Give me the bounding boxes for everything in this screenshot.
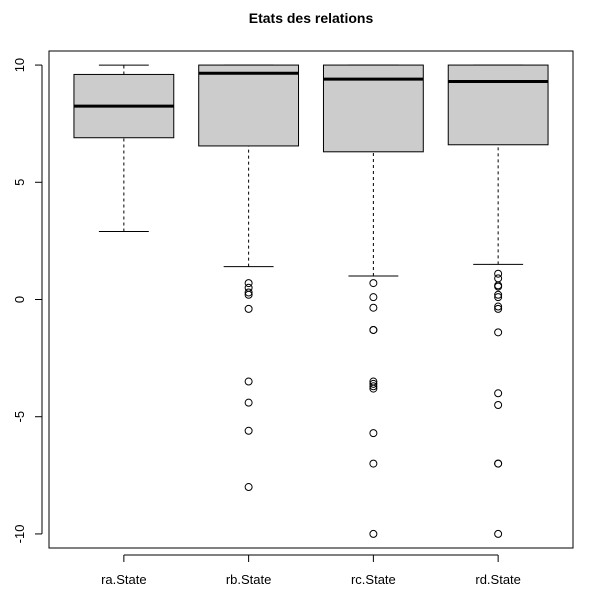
box-rd.State [448,65,548,537]
box-rb.State [199,65,299,490]
y-tick-label: -5 [12,411,27,423]
outlier-point [495,530,502,537]
x-tick-label: rd.State [475,572,521,587]
outlier-point [370,326,377,333]
iqr-box [448,65,548,145]
boxes [74,65,548,537]
y-tick-label: 10 [12,58,27,72]
outlier-point [245,484,252,491]
outlier-point [495,401,502,408]
outlier-point [495,275,502,282]
chart-title: Etats des relations [249,10,374,26]
y-tick-label: 5 [12,179,27,186]
outlier-point [370,530,377,537]
x-axis: ra.State rb.State rc.State rd.State [101,555,521,587]
outlier-point [495,329,502,336]
y-axis: 10 5 0 -5 -10 [12,58,42,544]
outlier-point [370,460,377,467]
outlier-point [370,280,377,287]
x-tick-label: rb.State [226,572,272,587]
iqr-box [199,65,299,146]
outlier-point [245,427,252,434]
y-tick-label: 0 [12,296,27,303]
x-tick-label: rc.State [351,572,396,587]
outlier-point [495,390,502,397]
outlier-point [370,304,377,311]
outlier-point [245,305,252,312]
box-rc.State [323,65,423,537]
x-tick-label: ra.State [101,572,147,587]
outlier-point [370,430,377,437]
outlier-point [245,378,252,385]
outlier-point [495,460,502,467]
box-ra.State [74,65,174,231]
outlier-point [370,294,377,301]
outlier-point [245,399,252,406]
y-tick-label: -10 [12,525,27,544]
